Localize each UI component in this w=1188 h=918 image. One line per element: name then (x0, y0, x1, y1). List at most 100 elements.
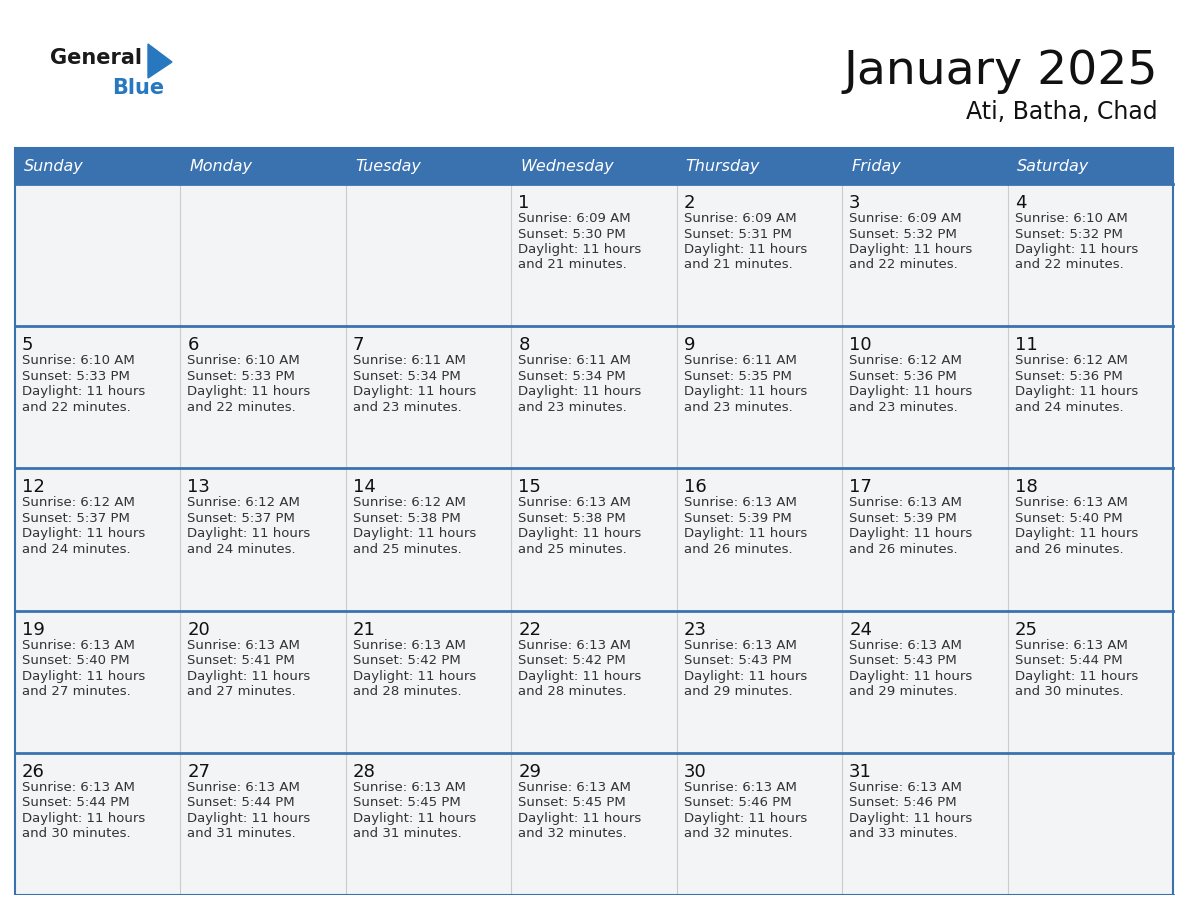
Text: Daylight: 11 hours: Daylight: 11 hours (188, 812, 311, 824)
Text: and 32 minutes.: and 32 minutes. (518, 827, 627, 840)
Text: Sunset: 5:33 PM: Sunset: 5:33 PM (188, 370, 296, 383)
Text: Sunrise: 6:13 AM: Sunrise: 6:13 AM (518, 497, 631, 509)
Text: and 25 minutes.: and 25 minutes. (353, 543, 462, 556)
Text: Sunset: 5:35 PM: Sunset: 5:35 PM (684, 370, 791, 383)
Bar (15, 326, 1173, 468)
Text: Sunrise: 6:10 AM: Sunrise: 6:10 AM (1015, 212, 1127, 225)
Text: and 24 minutes.: and 24 minutes. (23, 543, 131, 556)
Text: Daylight: 11 hours: Daylight: 11 hours (684, 669, 807, 683)
Text: Sunset: 5:33 PM: Sunset: 5:33 PM (23, 370, 129, 383)
Text: 11: 11 (1015, 336, 1037, 354)
Text: Sunset: 5:45 PM: Sunset: 5:45 PM (518, 796, 626, 810)
Bar (15, 468, 1173, 610)
Text: Sunrise: 6:13 AM: Sunrise: 6:13 AM (684, 497, 797, 509)
Text: Saturday: Saturday (1017, 159, 1089, 174)
Text: Sunset: 5:42 PM: Sunset: 5:42 PM (518, 655, 626, 667)
Text: 16: 16 (684, 478, 707, 497)
Text: and 22 minutes.: and 22 minutes. (23, 400, 131, 414)
Text: and 22 minutes.: and 22 minutes. (188, 400, 296, 414)
Text: Sunset: 5:40 PM: Sunset: 5:40 PM (1015, 512, 1123, 525)
Text: Ati, Batha, Chad: Ati, Batha, Chad (966, 100, 1158, 124)
Text: Sunrise: 6:13 AM: Sunrise: 6:13 AM (353, 781, 466, 794)
Bar (346, 148, 511, 184)
Text: and 24 minutes.: and 24 minutes. (1015, 400, 1123, 414)
Text: Daylight: 11 hours: Daylight: 11 hours (353, 528, 476, 541)
Text: Daylight: 11 hours: Daylight: 11 hours (23, 812, 145, 824)
Text: and 23 minutes.: and 23 minutes. (353, 400, 462, 414)
Text: Sunrise: 6:13 AM: Sunrise: 6:13 AM (1015, 639, 1127, 652)
Text: 3: 3 (849, 194, 860, 212)
Text: Sunrise: 6:13 AM: Sunrise: 6:13 AM (849, 639, 962, 652)
Text: 17: 17 (849, 478, 872, 497)
Text: General: General (50, 48, 143, 68)
Polygon shape (148, 44, 172, 78)
Text: 30: 30 (684, 763, 707, 781)
Text: Sunset: 5:40 PM: Sunset: 5:40 PM (23, 655, 129, 667)
Text: Sunrise: 6:13 AM: Sunrise: 6:13 AM (684, 639, 797, 652)
Text: Daylight: 11 hours: Daylight: 11 hours (1015, 386, 1138, 398)
Text: Sunrise: 6:11 AM: Sunrise: 6:11 AM (518, 354, 631, 367)
Text: Daylight: 11 hours: Daylight: 11 hours (353, 386, 476, 398)
Text: 18: 18 (1015, 478, 1037, 497)
Text: Daylight: 11 hours: Daylight: 11 hours (684, 386, 807, 398)
Text: Sunrise: 6:13 AM: Sunrise: 6:13 AM (849, 497, 962, 509)
Text: 2: 2 (684, 194, 695, 212)
Text: Sunset: 5:45 PM: Sunset: 5:45 PM (353, 796, 461, 810)
Text: Sunrise: 6:13 AM: Sunrise: 6:13 AM (518, 639, 631, 652)
Text: Sunrise: 6:09 AM: Sunrise: 6:09 AM (849, 212, 962, 225)
Text: Sunset: 5:44 PM: Sunset: 5:44 PM (1015, 655, 1123, 667)
Text: 8: 8 (518, 336, 530, 354)
Text: and 29 minutes.: and 29 minutes. (684, 685, 792, 698)
Text: Sunset: 5:30 PM: Sunset: 5:30 PM (518, 228, 626, 241)
Text: Sunrise: 6:10 AM: Sunrise: 6:10 AM (188, 354, 301, 367)
Text: 12: 12 (23, 478, 45, 497)
Text: Sunrise: 6:13 AM: Sunrise: 6:13 AM (684, 781, 797, 794)
Text: Sunset: 5:37 PM: Sunset: 5:37 PM (23, 512, 129, 525)
Text: Daylight: 11 hours: Daylight: 11 hours (518, 243, 642, 256)
Text: Friday: Friday (851, 159, 901, 174)
Text: 1: 1 (518, 194, 530, 212)
Bar (511, 148, 677, 184)
Text: and 25 minutes.: and 25 minutes. (518, 543, 627, 556)
Text: and 26 minutes.: and 26 minutes. (1015, 543, 1123, 556)
Text: and 30 minutes.: and 30 minutes. (23, 827, 131, 840)
Bar (15, 184, 1173, 326)
Text: Sunset: 5:39 PM: Sunset: 5:39 PM (849, 512, 956, 525)
Text: Sunset: 5:34 PM: Sunset: 5:34 PM (353, 370, 461, 383)
Text: Sunset: 5:42 PM: Sunset: 5:42 PM (353, 655, 461, 667)
Text: 13: 13 (188, 478, 210, 497)
Text: Sunset: 5:43 PM: Sunset: 5:43 PM (849, 655, 956, 667)
Text: and 29 minutes.: and 29 minutes. (849, 685, 958, 698)
Bar (0, 895, 1188, 918)
Text: and 24 minutes.: and 24 minutes. (188, 543, 296, 556)
Text: 23: 23 (684, 621, 707, 639)
Text: and 21 minutes.: and 21 minutes. (518, 259, 627, 272)
Text: Sunrise: 6:13 AM: Sunrise: 6:13 AM (1015, 497, 1127, 509)
Text: Monday: Monday (189, 159, 252, 174)
Bar (15, 610, 1173, 753)
Text: and 31 minutes.: and 31 minutes. (353, 827, 462, 840)
Text: and 22 minutes.: and 22 minutes. (1015, 259, 1124, 272)
Text: Sunday: Sunday (24, 159, 83, 174)
Text: Sunset: 5:46 PM: Sunset: 5:46 PM (684, 796, 791, 810)
Text: Sunset: 5:44 PM: Sunset: 5:44 PM (23, 796, 129, 810)
Text: Sunset: 5:39 PM: Sunset: 5:39 PM (684, 512, 791, 525)
Text: Sunrise: 6:13 AM: Sunrise: 6:13 AM (188, 781, 301, 794)
Text: Sunset: 5:34 PM: Sunset: 5:34 PM (518, 370, 626, 383)
Text: and 31 minutes.: and 31 minutes. (188, 827, 296, 840)
Text: Sunrise: 6:12 AM: Sunrise: 6:12 AM (188, 497, 301, 509)
Text: and 22 minutes.: and 22 minutes. (849, 259, 958, 272)
Text: Daylight: 11 hours: Daylight: 11 hours (849, 669, 973, 683)
Text: and 26 minutes.: and 26 minutes. (684, 543, 792, 556)
Text: Sunrise: 6:11 AM: Sunrise: 6:11 AM (353, 354, 466, 367)
Text: Sunrise: 6:13 AM: Sunrise: 6:13 AM (23, 639, 135, 652)
Text: 10: 10 (849, 336, 872, 354)
Text: 19: 19 (23, 621, 45, 639)
Text: and 28 minutes.: and 28 minutes. (353, 685, 461, 698)
Bar (15, 148, 181, 184)
Text: Tuesday: Tuesday (355, 159, 421, 174)
Text: Sunset: 5:36 PM: Sunset: 5:36 PM (1015, 370, 1123, 383)
Text: Daylight: 11 hours: Daylight: 11 hours (188, 528, 311, 541)
Text: Daylight: 11 hours: Daylight: 11 hours (849, 812, 973, 824)
Text: Thursday: Thursday (685, 159, 760, 174)
